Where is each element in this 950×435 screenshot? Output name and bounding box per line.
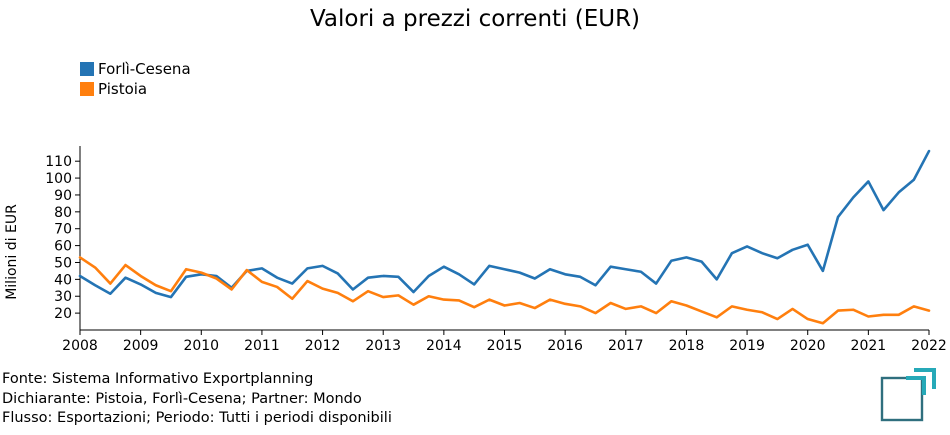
x-tick-label: 2013 (365, 338, 401, 354)
y-tick-label: 30 (54, 289, 72, 305)
legend-label-forli-cesena: Forlì-Cesena (98, 60, 191, 78)
y-tick-label: 100 (45, 171, 72, 187)
legend-item-forli-cesena[interactable]: Forlì-Cesena (80, 59, 191, 79)
y-tick-label: 80 (54, 205, 72, 221)
source-footer: Fonte: Sistema Informativo Exportplannin… (2, 370, 392, 429)
y-tick-label: 50 (54, 255, 72, 271)
legend-swatch-forli-cesena (80, 62, 94, 76)
x-tick-label: 2017 (608, 338, 644, 354)
y-tick-label: 60 (54, 239, 72, 255)
x-tick-label: 2010 (183, 338, 219, 354)
logo-frame (880, 376, 924, 422)
x-tick-label: 2008 (62, 338, 98, 354)
legend-label-pistoia: Pistoia (98, 80, 148, 98)
x-tick-label: 2009 (123, 338, 159, 354)
legend-swatch-pistoia (80, 82, 94, 96)
x-tick-label: 2015 (487, 338, 523, 354)
footer-flow: Flusso: Esportazioni; Periodo: Tutti i p… (2, 410, 392, 426)
x-tick-label: 2018 (669, 338, 705, 354)
series-line-forli-cesena (78, 149, 931, 299)
y-axis-label: Milioni di EUR (4, 204, 20, 300)
y-tick-label: 110 (45, 154, 72, 170)
y-tick-label: 40 (54, 272, 72, 288)
y-tick-label: 20 (54, 306, 72, 322)
y-tick-label: 90 (54, 188, 72, 204)
x-tick-label: 2021 (851, 338, 887, 354)
y-tick-label: 70 (54, 222, 72, 238)
footer-declarant: Dichiarante: Pistoia, Forlì-Cesena; Part… (2, 390, 362, 407)
x-tick-label: 2012 (305, 338, 341, 354)
series-line-pistoia (78, 256, 931, 325)
x-tick-label: 2020 (790, 338, 826, 354)
logo-accent-outer (914, 368, 936, 389)
legend-item-pistoia[interactable]: Pistoia (80, 79, 191, 99)
chart-title: Valori a prezzi correnti (EUR) (309, 6, 641, 32)
footer-source: Fonte: Sistema Informativo Exportplannin… (2, 371, 314, 387)
x-tick-label: 2019 (729, 338, 765, 354)
exportplanning-logo-icon (880, 368, 936, 422)
x-tick-label: 2016 (547, 338, 583, 354)
x-tick-label: 2022 (911, 338, 947, 354)
x-tick-label: 2011 (244, 338, 280, 354)
logo-accent-inner (906, 376, 926, 395)
legend: Forlì-Cesena Pistoia (80, 59, 191, 99)
x-tick-label: 2014 (426, 338, 462, 354)
